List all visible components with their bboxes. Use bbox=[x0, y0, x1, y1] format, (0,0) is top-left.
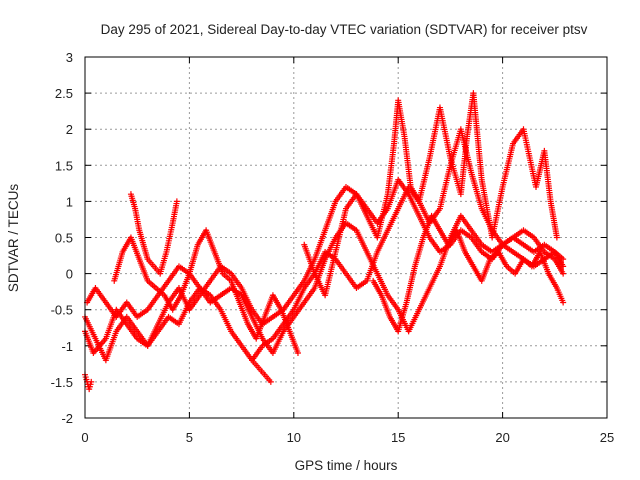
plot-frame bbox=[84, 56, 608, 419]
series-track-9 bbox=[249, 357, 274, 385]
y-tick-label: 2 bbox=[66, 122, 73, 137]
data-point bbox=[267, 378, 274, 385]
data-point bbox=[560, 299, 567, 306]
y-tick-label: 0 bbox=[66, 267, 73, 282]
y-tick-label: -1.5 bbox=[51, 375, 73, 390]
y-tick-label: -1 bbox=[61, 339, 73, 354]
x-tick-label: 20 bbox=[495, 430, 509, 445]
y-tick-label: 1.5 bbox=[55, 158, 73, 173]
series-track-7 bbox=[370, 212, 567, 335]
series-track-6 bbox=[301, 90, 560, 299]
x-axis-label: GPS time / hours bbox=[295, 458, 398, 473]
data-point bbox=[173, 198, 180, 205]
chart-title: Day 295 of 2021, Sidereal Day-to-day VTE… bbox=[101, 22, 588, 37]
y-axis-label: SDTVAR / TECUs bbox=[6, 184, 21, 293]
data-marks bbox=[82, 90, 567, 393]
x-tick-label: 5 bbox=[186, 430, 193, 445]
data-point bbox=[88, 378, 95, 385]
series-track-4 bbox=[111, 227, 301, 357]
y-tick-label: 2.5 bbox=[55, 86, 73, 101]
x-tick-label: 0 bbox=[81, 430, 88, 445]
series-track-1 bbox=[82, 176, 567, 364]
y-tick-label: -0.5 bbox=[51, 303, 73, 318]
series-track-3 bbox=[82, 126, 567, 364]
x-tick-label: 10 bbox=[287, 430, 301, 445]
y-tick-label: -2 bbox=[61, 411, 73, 426]
y-tick-label: 3 bbox=[66, 50, 73, 65]
data-point bbox=[294, 350, 301, 357]
series-track-5 bbox=[127, 191, 180, 277]
data-point bbox=[560, 270, 567, 277]
data-point bbox=[553, 234, 560, 241]
x-tick-label: 15 bbox=[391, 430, 405, 445]
y-tick-label: 0.5 bbox=[55, 231, 73, 246]
y-tick-label: 1 bbox=[66, 194, 73, 209]
x-tick-label: 25 bbox=[600, 430, 614, 445]
axis-ticks: 0 5 10 15 20 25 -2 -1.5 -1 -0.5 0 0.5 1 1.5 2 2.5 3 bbox=[51, 50, 615, 445]
